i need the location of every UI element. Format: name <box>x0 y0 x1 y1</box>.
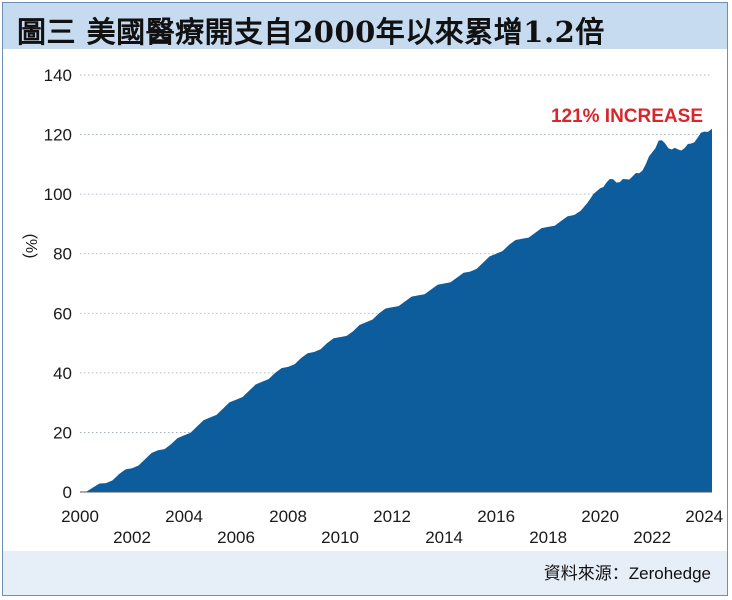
x-tick-label: 2002 <box>113 528 151 547</box>
annotation-label: 121% INCREASE <box>551 106 703 127</box>
x-tick-label: 2012 <box>373 507 411 526</box>
x-tick-label: 2018 <box>529 528 567 547</box>
x-tick-label: 2006 <box>217 528 255 547</box>
area-series <box>80 128 712 492</box>
grid-lines <box>80 74 712 433</box>
y-tick-labels: 0 20 40 60 80 100 120 140 <box>44 66 72 502</box>
x-tick-label: 2004 <box>165 507 203 526</box>
chart-title: 圖三 美國醫療開支自2000年以來累增1.2倍 <box>17 15 605 49</box>
y-tick-label: 0 <box>63 483 72 502</box>
x-tick-label: 2014 <box>425 528 463 547</box>
y-tick-label: 80 <box>53 245 72 264</box>
x-tick-label: 2022 <box>633 528 671 547</box>
y-tick-label: 100 <box>44 185 72 204</box>
x-tick-label: 2010 <box>321 528 359 547</box>
x-tick-label: 2008 <box>269 507 307 526</box>
title-bar: 圖三 美國醫療開支自2000年以來累增1.2倍 <box>3 3 727 49</box>
x-tick-label: 2000 <box>61 507 99 526</box>
y-tick-label: 60 <box>53 304 72 323</box>
x-tick-label: 2020 <box>581 507 619 526</box>
y-tick-label: 140 <box>44 66 72 85</box>
y-tick-label: 20 <box>53 423 72 442</box>
x-tick-label: 2024 <box>685 507 723 526</box>
y-axis-label: (%) <box>22 234 39 259</box>
x-tick-labels: 2000 2002 2004 2006 2008 2010 2012 2014 2016 2018… <box>61 507 723 547</box>
source-note: 資料來源：Zerohedge <box>543 564 711 583</box>
y-tick-label: 40 <box>53 364 72 383</box>
y-tick-label: 120 <box>44 126 72 145</box>
footer-bar: 資料來源：Zerohedge <box>3 551 727 595</box>
x-tick-label: 2016 <box>477 507 515 526</box>
